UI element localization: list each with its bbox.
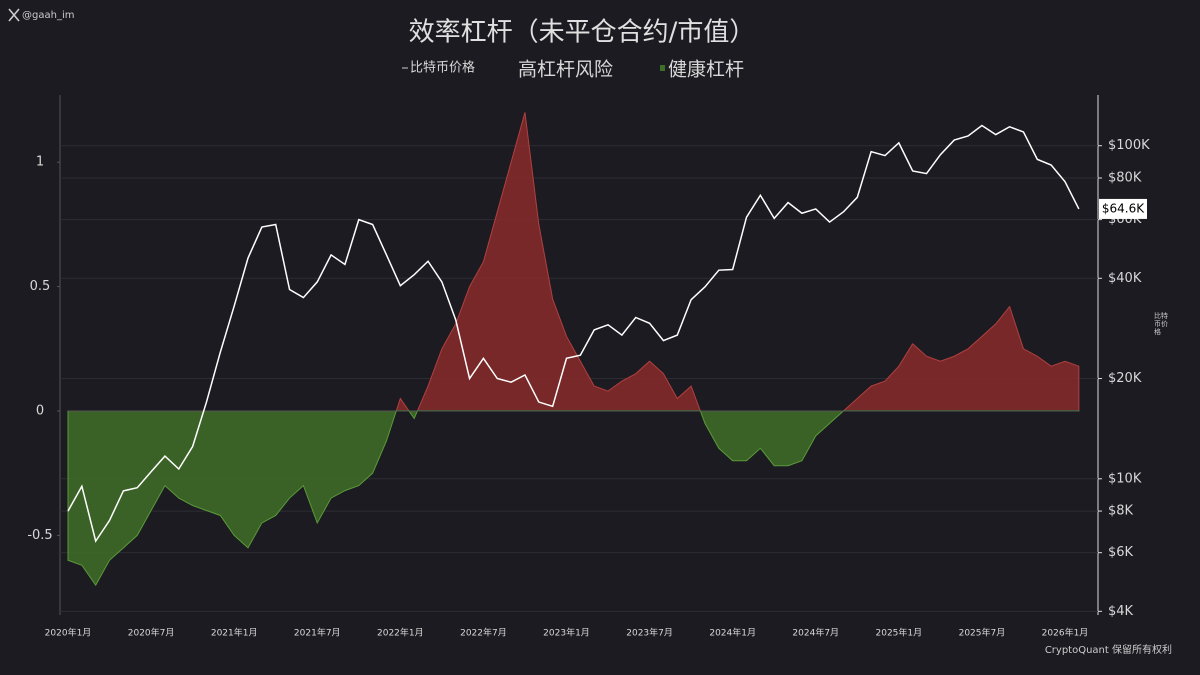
area [67, 410, 1080, 587]
y2-tick-label: $4K [1108, 604, 1134, 619]
y2-tick-label: $6K [1108, 545, 1134, 560]
legend-label: 比特币价格 [410, 60, 475, 76]
y2-tick-label: $40K [1108, 271, 1142, 286]
y2-tick-label: $8K [1108, 504, 1134, 519]
y-tick-label: 0 [36, 403, 44, 418]
y-tick-label: -0.5 [27, 528, 52, 543]
y2-label: 比特币价格 [1154, 312, 1168, 336]
x-tick-label: 2025年7月 [959, 627, 1006, 639]
x-tick-label: 2024年7月 [792, 627, 839, 639]
x-tick-label: 2020年7月 [128, 627, 175, 639]
y2-tick-label: $80K [1108, 171, 1142, 186]
x-tick-label: 2020年1月 [45, 627, 92, 639]
price-marker [1099, 198, 1147, 219]
footer: CryptoQuant 保留所有权利 [1045, 643, 1172, 656]
y-tick-label: 1 [36, 155, 44, 170]
x-tick-label: 2025年1月 [876, 627, 923, 639]
legend-label: 高杠杆风险 [518, 59, 613, 81]
x-tick-label: 2024年1月 [709, 627, 756, 639]
x-tick-label: 2021年1月 [211, 627, 258, 639]
x-tick-label: 2026年1月 [1042, 627, 1089, 639]
price-marker-label: $64.6K [1102, 201, 1145, 215]
legend-swatch [660, 65, 665, 71]
x-tick-label: 2023年1月 [543, 627, 590, 639]
x-tick-label: 2021年7月 [294, 627, 341, 639]
x-tick-label: 2023年7月 [626, 627, 673, 639]
chart-title: 效率杠杆（未平仓合约/市值） [409, 18, 756, 48]
y2-tick-label: $100K [1108, 138, 1150, 153]
x-tick-label: 2022年1月 [377, 627, 424, 639]
x-logo [8, 8, 20, 22]
area [396, 112, 1080, 410]
legend-label: 健康杠杆 [668, 59, 744, 81]
watermark: @gaah_im [22, 10, 74, 21]
price-line [67, 124, 1080, 543]
y2-tick-label: $10K [1108, 471, 1142, 486]
y2-tick-label: $20K [1108, 371, 1142, 386]
y-tick-label: 0.5 [30, 279, 51, 294]
x-tick-label: 2022年7月 [460, 627, 507, 639]
